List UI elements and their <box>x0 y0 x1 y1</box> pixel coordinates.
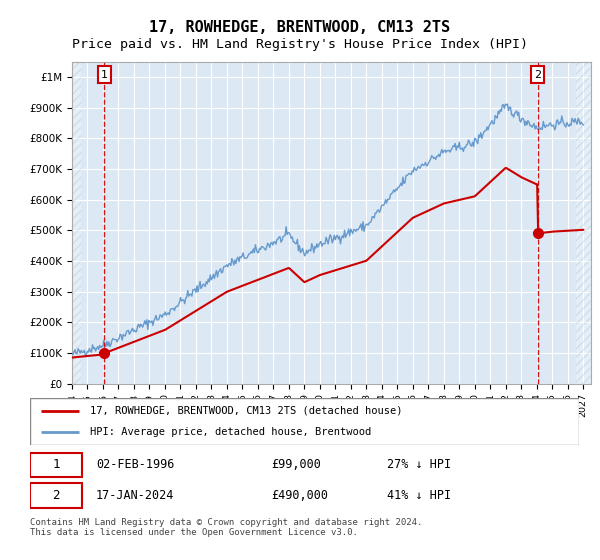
Text: 27% ↓ HPI: 27% ↓ HPI <box>387 458 451 472</box>
Text: HPI: Average price, detached house, Brentwood: HPI: Average price, detached house, Bren… <box>91 427 371 437</box>
Text: Price paid vs. HM Land Registry's House Price Index (HPI): Price paid vs. HM Land Registry's House … <box>72 38 528 51</box>
Text: £490,000: £490,000 <box>272 489 329 502</box>
Bar <box>575 62 599 384</box>
Text: 17-JAN-2024: 17-JAN-2024 <box>96 489 174 502</box>
Text: Contains HM Land Registry data © Crown copyright and database right 2024.
This d: Contains HM Land Registry data © Crown c… <box>30 518 422 538</box>
Text: 1: 1 <box>101 69 108 80</box>
Text: 17, ROWHEDGE, BRENTWOOD, CM13 2TS (detached house): 17, ROWHEDGE, BRENTWOOD, CM13 2TS (detac… <box>91 406 403 416</box>
Text: £99,000: £99,000 <box>272 458 322 472</box>
Bar <box>72 62 81 384</box>
FancyBboxPatch shape <box>30 452 82 477</box>
Text: 41% ↓ HPI: 41% ↓ HPI <box>387 489 451 502</box>
Text: 17, ROWHEDGE, BRENTWOOD, CM13 2TS: 17, ROWHEDGE, BRENTWOOD, CM13 2TS <box>149 20 451 35</box>
Text: 1: 1 <box>52 458 60 472</box>
FancyBboxPatch shape <box>30 398 579 445</box>
FancyBboxPatch shape <box>30 483 82 508</box>
Text: 02-FEB-1996: 02-FEB-1996 <box>96 458 174 472</box>
Text: 2: 2 <box>534 69 541 80</box>
Text: 2: 2 <box>52 489 60 502</box>
